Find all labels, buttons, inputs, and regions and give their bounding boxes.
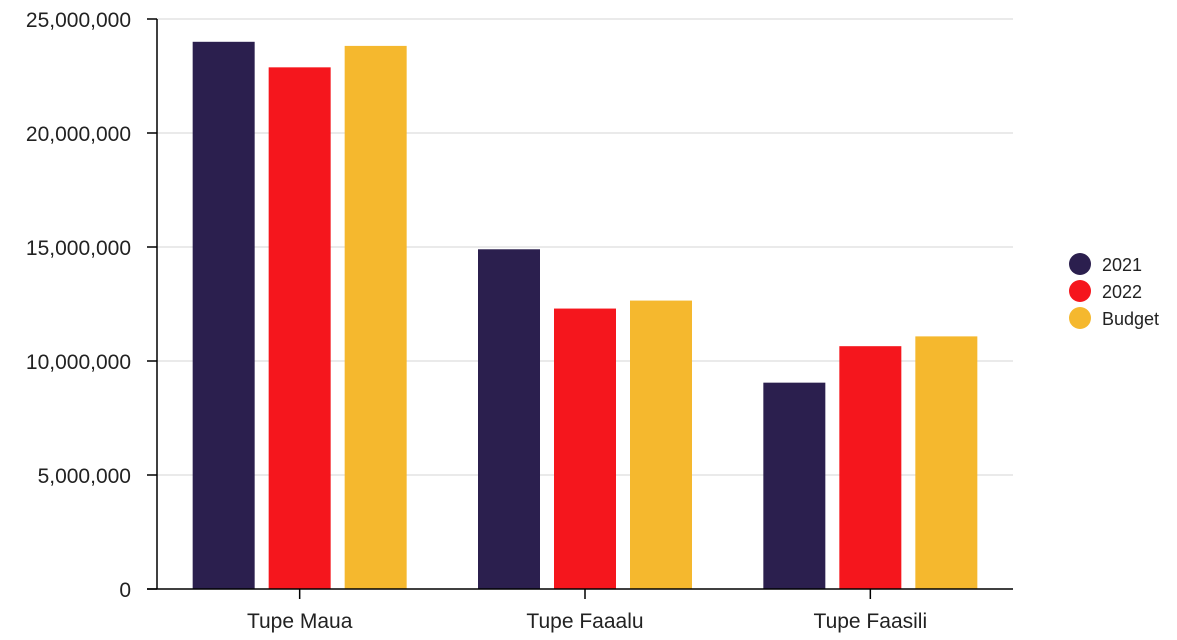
y-axis: 0 5,000,000 10,000,000 15,000,000 20,000,000…: [26, 9, 158, 602]
x-tick-label: Tupe Faasili: [814, 610, 928, 633]
legend-label: 2022: [1102, 282, 1142, 302]
bar-budget-2: [630, 300, 692, 589]
x-tick-label: Tupe Maua: [247, 610, 353, 633]
y-tick-label: 10,000,000: [26, 351, 131, 374]
x-tick-label: Tupe Faaalu: [526, 610, 643, 633]
legend-label: Budget: [1102, 309, 1159, 329]
y-tick-label: 15,000,000: [26, 237, 131, 260]
y-tick-label: 0: [119, 579, 131, 602]
x-axis: Tupe Maua Tupe Faaalu Tupe Faasili: [147, 588, 1013, 633]
legend-swatch: [1069, 280, 1091, 302]
bar-2022-1: [268, 67, 331, 589]
legend-label: 2021: [1102, 255, 1142, 275]
y-tick-label: 25,000,000: [26, 9, 131, 32]
legend: 2021 2022 Budget: [1069, 253, 1159, 329]
bar-2022-2: [554, 308, 616, 589]
bars: [192, 41, 978, 590]
legend-swatch: [1069, 307, 1091, 329]
bar-2021-3: [763, 382, 826, 589]
legend-swatch: [1069, 253, 1091, 275]
y-tick-label: 20,000,000: [26, 123, 131, 146]
bar-budget-1: [344, 45, 407, 590]
bar-2021-2: [478, 249, 540, 589]
y-tick-label: 5,000,000: [38, 465, 131, 488]
bar-2021-1: [192, 41, 255, 590]
bar-2022-3: [839, 346, 902, 589]
bar-budget-3: [915, 336, 978, 589]
